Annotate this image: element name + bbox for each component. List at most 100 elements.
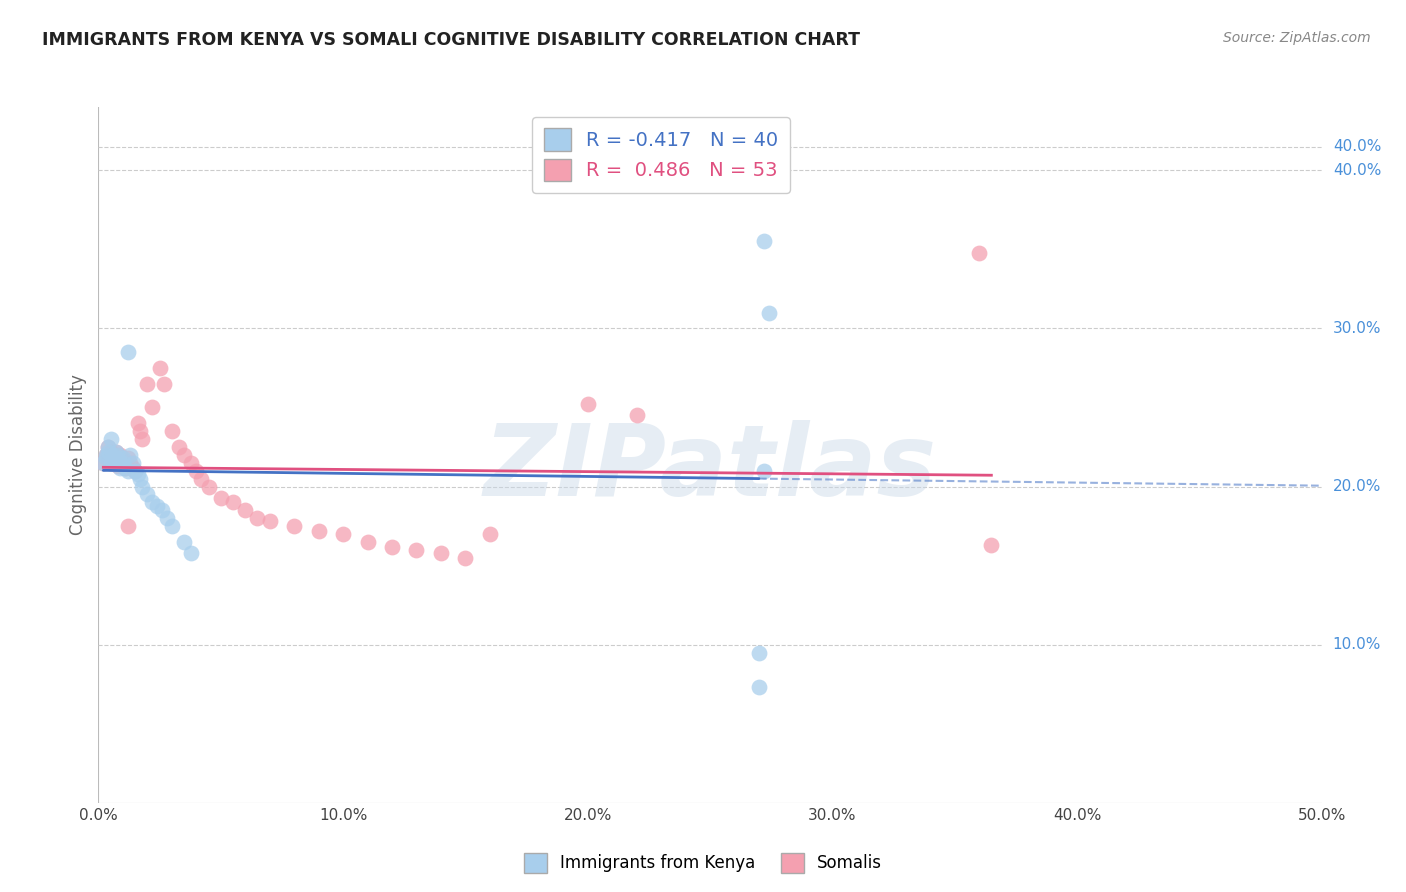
Point [160,424,183,438]
Text: Source: ZipAtlas.com: Source: ZipAtlas.com [1223,31,1371,45]
Point [405,542,427,557]
Point [246,511,269,525]
Point [748,646,770,660]
Point [626,409,648,423]
Point [454,550,477,565]
Point [190,472,212,486]
Point [91,456,114,470]
Point [110,456,132,470]
Point [114,460,136,475]
Point [101,456,124,470]
Point [131,479,153,493]
Point [180,456,202,470]
Point [104,444,127,458]
Text: 30.0%: 30.0% [1333,321,1381,336]
Point [129,472,152,486]
Point [150,503,173,517]
Point [100,456,122,470]
Point [110,448,132,462]
Point [100,444,122,458]
Point [120,448,142,462]
Point [222,495,245,509]
Point [97,451,120,466]
Point [146,499,169,513]
Point [209,491,232,505]
Text: ZIPatlas: ZIPatlas [484,420,936,517]
Point [121,456,143,470]
Point [576,397,599,411]
Point [114,460,136,475]
Point [107,452,129,467]
Text: 20.0%: 20.0% [1333,479,1381,494]
Text: 10.0%: 10.0% [1333,637,1381,652]
Point [136,376,159,391]
Point [117,345,139,359]
Point [332,527,354,541]
Point [478,527,501,541]
Y-axis label: Cognitive Disability: Cognitive Disability [69,375,87,535]
Point [197,479,219,493]
Point [131,432,153,446]
Point [141,401,163,415]
Point [101,456,124,470]
Point [153,376,176,391]
Point [120,456,142,470]
Point [308,524,330,538]
Point [127,417,149,431]
Point [758,305,780,319]
Point [149,360,172,375]
Point [97,440,120,454]
Point [141,495,163,509]
Point [117,451,139,466]
Point [173,448,195,462]
Point [104,451,127,466]
Point [111,456,134,470]
Point [107,448,129,462]
Point [381,540,404,554]
Point [94,448,117,462]
Point [967,245,990,260]
Point [104,451,127,466]
Point [91,456,114,470]
Point [748,681,770,695]
Point [752,235,775,249]
Point [117,464,139,478]
Point [124,464,146,478]
Point [111,452,134,467]
Point [104,456,127,470]
Point [283,519,305,533]
Point [156,511,179,525]
Legend: R = -0.417   N = 40, R =  0.486   N = 53: R = -0.417 N = 40, R = 0.486 N = 53 [531,117,790,193]
Point [180,546,202,560]
Point [107,456,129,470]
Point [97,444,120,458]
Point [136,487,159,501]
Point [259,514,281,528]
Point [186,464,208,478]
Point [94,448,117,462]
Point [94,451,117,466]
Point [104,444,127,458]
Point [980,538,1002,552]
Point [233,503,256,517]
Point [127,467,149,481]
Point [117,519,139,533]
Point [101,448,124,462]
Point [100,432,122,446]
Point [107,458,129,473]
Point [111,456,134,470]
Point [167,440,190,454]
Text: IMMIGRANTS FROM KENYA VS SOMALI COGNITIVE DISABILITY CORRELATION CHART: IMMIGRANTS FROM KENYA VS SOMALI COGNITIV… [42,31,860,49]
Point [110,460,132,475]
Point [129,424,152,438]
Point [111,451,134,466]
Text: 40.0%: 40.0% [1333,163,1381,178]
Legend: Immigrants from Kenya, Somalis: Immigrants from Kenya, Somalis [517,847,889,880]
Point [752,464,775,478]
Point [97,440,120,454]
Point [100,456,122,470]
Point [430,546,453,560]
Point [356,534,378,549]
Text: 40.0%: 40.0% [1333,139,1381,154]
Point [124,464,146,478]
